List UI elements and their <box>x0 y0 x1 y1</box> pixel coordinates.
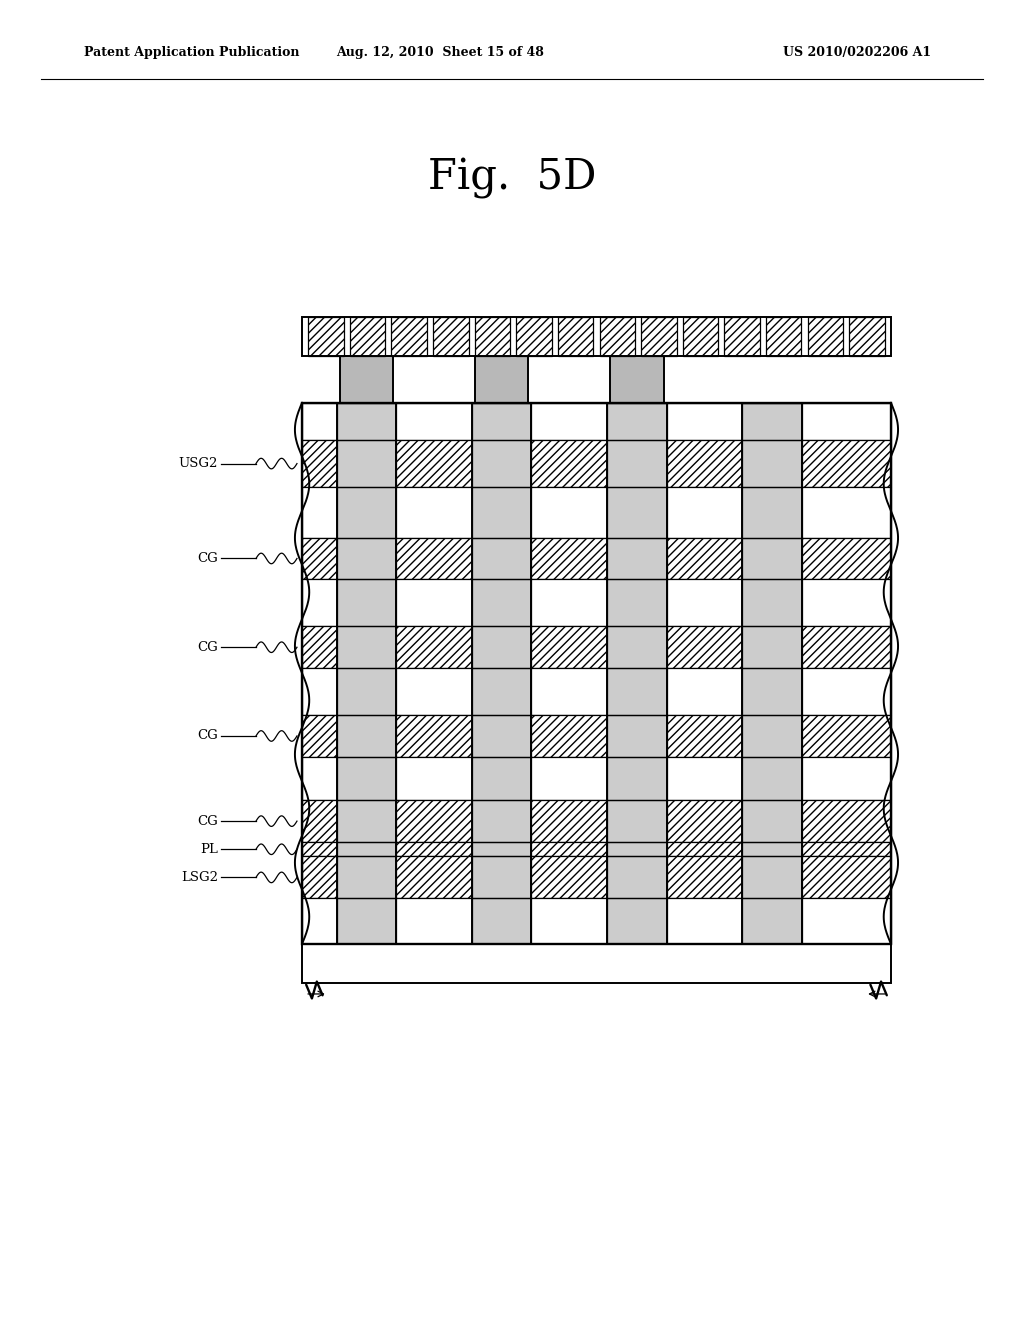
Bar <box>302 537 891 579</box>
Bar <box>302 487 891 537</box>
Bar <box>808 317 843 356</box>
Bar <box>742 403 802 944</box>
Bar <box>302 842 891 857</box>
Text: CG: CG <box>198 640 218 653</box>
Text: Patent Application Publication: Patent Application Publication <box>84 46 299 59</box>
Bar <box>599 317 635 356</box>
Bar <box>337 403 396 944</box>
Bar <box>610 356 664 403</box>
Bar <box>433 317 469 356</box>
Bar <box>302 756 891 800</box>
Bar <box>472 403 531 944</box>
Text: CG: CG <box>198 814 218 828</box>
Text: LSG2: LSG2 <box>181 871 218 884</box>
Bar <box>302 626 891 668</box>
Bar <box>302 403 891 944</box>
Bar <box>302 715 891 756</box>
Bar <box>350 317 385 356</box>
Bar <box>724 317 760 356</box>
Bar <box>475 317 510 356</box>
Bar <box>391 317 427 356</box>
Text: Fig.  5D: Fig. 5D <box>428 157 596 199</box>
Text: USG2: USG2 <box>179 457 218 470</box>
Bar <box>516 317 552 356</box>
Bar <box>558 317 593 356</box>
Text: PL: PL <box>201 842 218 855</box>
Bar <box>340 356 393 403</box>
Text: Aug. 12, 2010  Sheet 15 of 48: Aug. 12, 2010 Sheet 15 of 48 <box>336 46 545 59</box>
Bar <box>849 317 885 356</box>
Bar <box>607 403 667 944</box>
Bar <box>302 440 891 487</box>
Bar <box>302 403 891 440</box>
Bar <box>302 317 891 356</box>
Text: US 2010/0202206 A1: US 2010/0202206 A1 <box>783 46 932 59</box>
Bar <box>742 403 802 944</box>
Bar <box>302 899 891 944</box>
Bar <box>607 403 667 944</box>
Bar <box>766 317 802 356</box>
Bar <box>337 403 396 944</box>
Bar <box>302 800 891 842</box>
Bar <box>302 579 891 626</box>
Bar <box>302 857 891 899</box>
Text: CG: CG <box>198 730 218 742</box>
Bar <box>475 356 528 403</box>
Bar <box>683 317 718 356</box>
Bar <box>641 317 677 356</box>
Text: CG: CG <box>198 552 218 565</box>
Bar <box>302 944 891 983</box>
Bar <box>302 668 891 715</box>
Bar <box>308 317 344 356</box>
Bar <box>302 403 891 944</box>
Bar <box>472 403 531 944</box>
